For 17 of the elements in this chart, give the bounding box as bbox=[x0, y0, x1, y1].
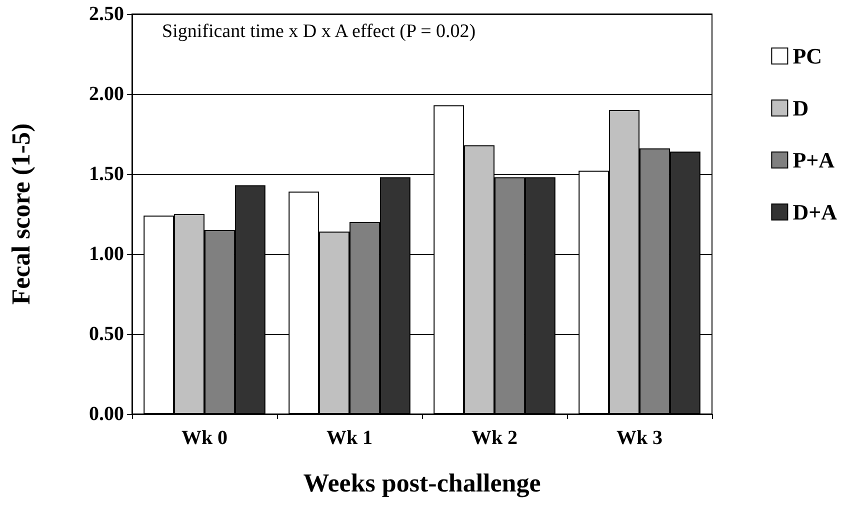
x-axis-title: Weeks post-challenge bbox=[303, 468, 541, 498]
y-tick-label: 2.00 bbox=[89, 83, 124, 105]
x-tick-label: Wk 2 bbox=[471, 427, 518, 449]
y-tick-label: 1.50 bbox=[89, 163, 124, 185]
y-tick-label: 2.50 bbox=[89, 3, 124, 25]
y-axis-title: Fecal score (1-5) bbox=[6, 123, 36, 305]
y-tick-label: 1.00 bbox=[89, 243, 124, 265]
y-tick-label: 0.00 bbox=[89, 403, 124, 425]
legend-label: D bbox=[792, 96, 809, 120]
x-tick-label: Wk 1 bbox=[326, 427, 373, 449]
legend-label: D+A bbox=[792, 200, 838, 224]
y-tick-label: 0.50 bbox=[89, 323, 124, 345]
x-tick-label: Wk 3 bbox=[616, 427, 663, 449]
x-tick-label: Wk 0 bbox=[181, 427, 228, 449]
annotation: Significant time x D x A effect (P = 0.02) bbox=[162, 21, 476, 42]
legend-label: P+A bbox=[792, 148, 835, 172]
legend-label: PC bbox=[792, 44, 822, 68]
